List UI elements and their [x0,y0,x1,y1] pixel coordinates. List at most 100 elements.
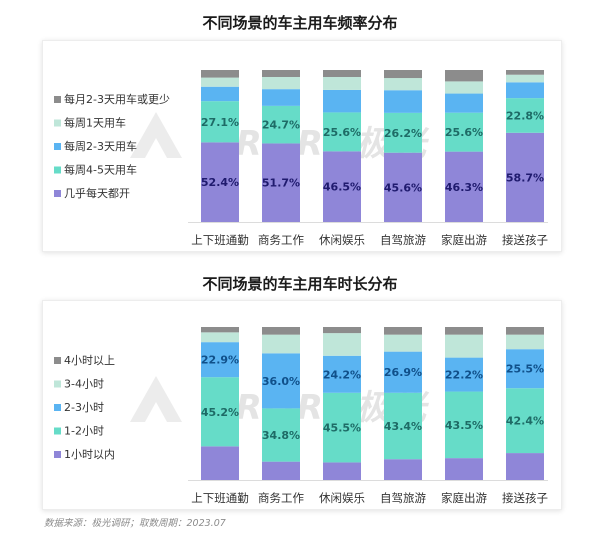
legend-swatch [54,404,61,411]
bar-segment [506,82,544,99]
bar-segment [445,327,483,335]
data-label: 25.6% [323,126,361,139]
bar-segment [384,351,422,393]
bar-segment [445,391,483,459]
data-label: 22.8% [506,109,544,122]
data-label: 43.5% [445,419,483,432]
data-label: 52.4% [201,176,239,189]
legend-swatch [54,427,61,435]
category-label: 上下班通勤 [191,491,249,505]
data-label: 25.6% [445,126,483,139]
bar-segment [323,462,361,480]
data-label: 24.7% [262,119,300,132]
category-label: 接送孩子 [502,491,548,505]
legend-swatch [54,190,61,197]
bar-segment [384,70,422,79]
bar-segment [384,327,422,335]
watermark-logo-cut-2 [145,402,167,422]
category-label: 商务工作 [258,233,304,247]
legend-label: 每周1天用车 [64,116,126,130]
data-label: 26.9% [384,366,422,379]
category-label: 上下班通勤 [191,233,249,247]
bar-segment [445,357,483,392]
data-label: 27.1% [201,116,239,129]
data-label: 22.2% [445,369,483,382]
legend-label: 3-4小时 [64,378,104,391]
category-label: 商务工作 [258,491,304,505]
bar-segment [323,333,361,356]
legend-label: 1小时以内 [64,447,115,461]
bar-segment [323,112,361,152]
bar-segment [201,446,239,480]
category-label: 休闲娱乐 [319,491,365,505]
bar-segment [506,388,544,454]
data-label: 22.9% [201,354,239,367]
bar-segment [445,458,483,480]
bar-segment [445,112,483,152]
legend-label: 每月2-3天用车或更少 [64,92,170,106]
bar-segment [506,349,544,389]
data-label: 34.8% [262,429,300,442]
legend-swatch [54,166,61,174]
bar-segment [384,392,422,460]
bar-segment [262,89,300,106]
data-label: 26.2% [384,127,422,140]
data-label: 45.6% [384,181,422,194]
data-label: 36.0% [262,375,300,388]
category-label: 自驾旅游 [380,491,426,505]
data-label: 45.5% [323,422,361,435]
bar-segment [445,81,483,94]
bar-segment [323,392,361,463]
watermark-logo-cut-1 [145,138,167,158]
bar-segment [323,70,361,77]
bar-segment [201,70,239,78]
bar-segment [262,461,300,480]
bar-segment [384,90,422,113]
category-label: 休闲娱乐 [319,233,365,247]
bar-segment [445,70,483,82]
data-label: 42.4% [506,415,544,428]
legend-label: 2-3小时 [64,401,104,414]
bar-segment [262,334,300,354]
bar-segment [262,353,300,409]
bar-segment [506,327,544,335]
legend-label: 每周2-3天用车 [64,139,137,153]
bar-segment [323,89,361,113]
bar-segment [262,408,300,462]
bar-segment [201,377,239,447]
data-label: 45.2% [201,406,239,419]
legend-swatch [54,451,61,458]
data-label: 46.5% [323,181,361,194]
bar-segment [201,332,239,343]
source-note: 数据来源：极光调研；取数周期：2023.07 [44,518,226,529]
bar-segment [506,334,544,350]
data-label: 51.7% [262,177,300,190]
bar-segment [384,152,422,222]
bar-segment [323,327,361,334]
data-label: 58.7% [506,171,544,184]
legend-label: 每周4-5天用车 [64,163,137,177]
bar-segment [384,78,422,91]
legend-label: 几乎每天都开 [64,186,130,200]
bar-segment [445,151,483,222]
category-label: 接送孩子 [502,233,548,247]
chart-2-title: 不同场景的车主用车时长分布 [202,275,398,293]
data-label: 46.3% [445,181,483,194]
data-label: 25.5% [506,363,544,376]
bar-segment [323,76,361,90]
bar-segment [201,142,239,222]
bar-segment [201,342,239,378]
bar-segment [201,77,239,87]
bar-segment [506,132,544,222]
legend-swatch [54,357,61,364]
legend-swatch [54,143,61,150]
bar-segment [384,459,422,480]
bar-segment [262,70,300,77]
bar-segment [323,151,361,222]
data-label: 43.4% [384,420,422,433]
bar-segment [384,112,422,153]
bar-segment [445,334,483,358]
bar-segment [201,101,239,143]
data-label: 24.2% [323,368,361,381]
